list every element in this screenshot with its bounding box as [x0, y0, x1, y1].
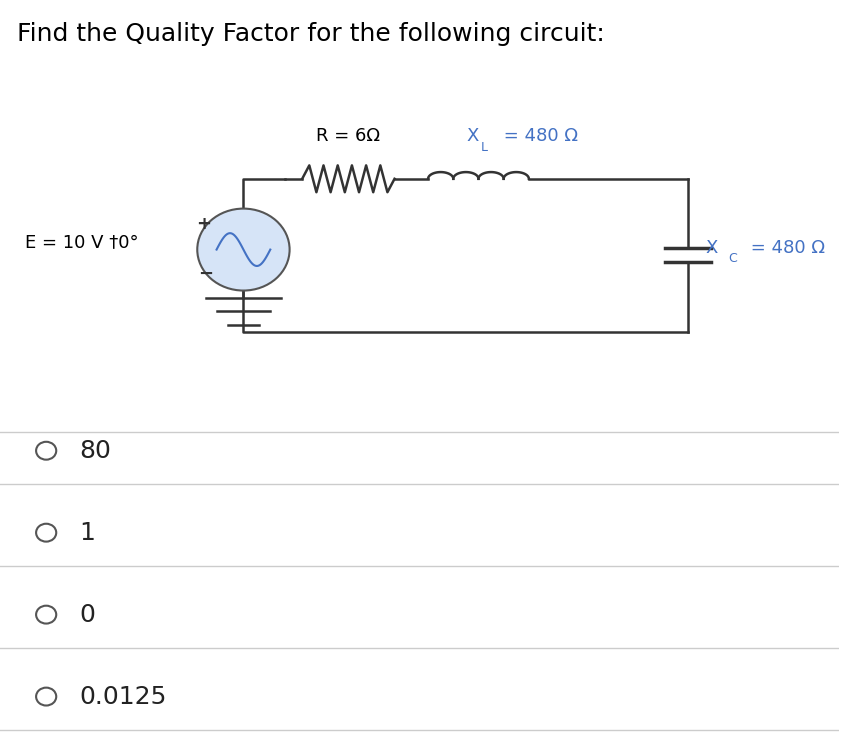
Circle shape: [197, 209, 289, 291]
Text: +: +: [196, 215, 212, 233]
Text: X: X: [466, 127, 479, 145]
Text: −: −: [198, 265, 213, 283]
Text: = 480 Ω: = 480 Ω: [497, 127, 578, 145]
Text: 0: 0: [80, 603, 96, 627]
Text: L: L: [481, 142, 488, 154]
Text: 1: 1: [80, 521, 96, 545]
Text: 0.0125: 0.0125: [80, 685, 168, 708]
Text: E = 10 V †0°: E = 10 V †0°: [25, 233, 139, 251]
Text: C: C: [728, 253, 738, 265]
Text: = 480 Ω: = 480 Ω: [745, 238, 826, 257]
Text: R = 6Ω: R = 6Ω: [316, 127, 381, 145]
Text: 80: 80: [80, 439, 112, 463]
Text: X: X: [705, 238, 717, 257]
Text: Find the Quality Factor for the following circuit:: Find the Quality Factor for the followin…: [17, 22, 605, 46]
